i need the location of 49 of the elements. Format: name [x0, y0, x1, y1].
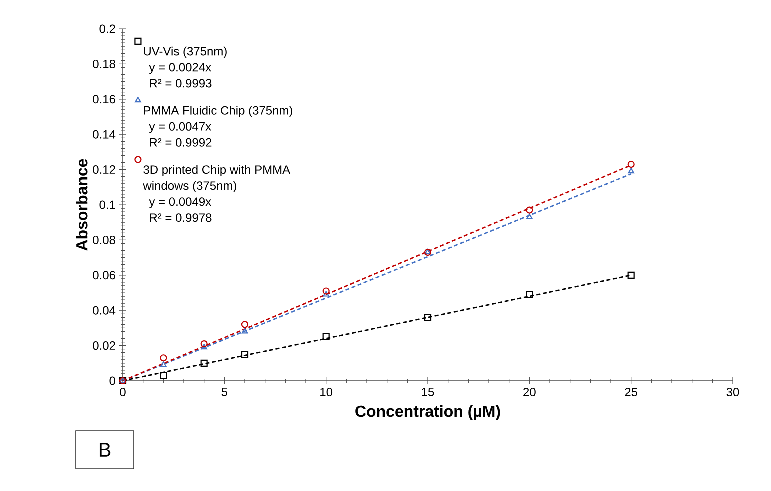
x-tick-label: 0 — [120, 388, 126, 397]
text: B — [100, 443, 111, 457]
legend-label: PMMA Fluidic Chip (375nm) — [144, 106, 292, 118]
point — [322, 288, 330, 295]
y-tick-label: 0.14 — [93, 130, 116, 139]
legend-label: UV-Vis (375nm) — [144, 46, 227, 58]
point — [526, 206, 534, 214]
legend-label: 3D printed Chip with PMMA windows (375nm) — [143, 165, 291, 192]
y-tick-label: 0.1 — [100, 200, 116, 210]
x-tick-label: 20 — [524, 388, 536, 397]
annotation: y = 0.0049x — [149, 198, 212, 208]
point — [241, 321, 249, 328]
point — [322, 333, 330, 341]
annotation: R² = 0.9993 — [150, 79, 212, 88]
y-tick-label: 0 — [110, 376, 116, 386]
point — [160, 372, 168, 380]
x-axis-title: Concentration (µM) — [356, 405, 500, 420]
point — [160, 362, 167, 368]
point — [628, 168, 634, 174]
point — [424, 314, 432, 322]
point — [628, 272, 635, 279]
annotation: R² = 0.9992 — [150, 138, 212, 147]
x-tick-label: 15 — [422, 388, 434, 396]
point — [241, 351, 249, 358]
point — [242, 328, 248, 334]
x-tick-label: 30 — [726, 388, 740, 397]
point — [201, 344, 208, 350]
y-axis-title: Absorbance — [76, 159, 88, 251]
point — [160, 354, 168, 362]
point — [526, 214, 533, 220]
x-tick-label: 25 — [625, 388, 638, 397]
x-tick-label: 10 — [320, 388, 333, 397]
y-tick-label: 0.02 — [93, 342, 116, 350]
y-tick-label: 0.18 — [93, 60, 116, 68]
y-tick-label: 0.12 — [93, 166, 116, 174]
point — [323, 291, 330, 297]
annotation: y = 0.0024x — [149, 63, 212, 74]
annotation: y = 0.0047x — [149, 122, 212, 134]
point — [628, 160, 635, 168]
x-tick-label: 5 — [222, 388, 228, 396]
point — [526, 291, 534, 298]
y-tick-label: 0.2 — [100, 24, 116, 34]
y-tick-label: 0.06 — [93, 271, 116, 280]
annotation: R² = 0.9978 — [150, 214, 212, 222]
y-tick-label: 0.08 — [93, 236, 116, 244]
point — [200, 360, 208, 367]
y-tick-label: 0.04 — [93, 306, 116, 315]
point — [200, 340, 208, 348]
y-tick-label: 0.16 — [93, 95, 116, 104]
